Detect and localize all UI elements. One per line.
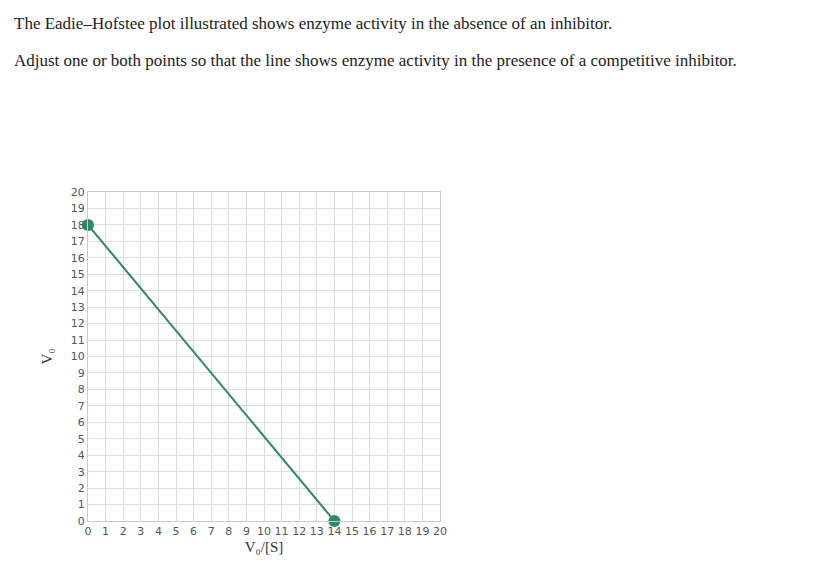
svg-text:4: 4 — [78, 449, 85, 462]
svg-text:17: 17 — [380, 525, 394, 538]
svg-text:6: 6 — [78, 416, 85, 429]
html-text:Adjust one or both points so t: Adjust one or both points so that the li… — [14, 51, 737, 70]
svg-text:15: 15 — [71, 268, 85, 281]
svg-text:7: 7 — [78, 400, 85, 413]
svg-text:20: 20 — [71, 186, 85, 199]
svg-text:3: 3 — [78, 466, 85, 479]
svg-text:1: 1 — [78, 498, 85, 511]
svg-text:13: 13 — [310, 525, 324, 538]
svg-text:7: 7 — [208, 525, 215, 538]
svg-text:9: 9 — [243, 525, 250, 538]
svg-text:9: 9 — [78, 367, 85, 380]
svg-text:6: 6 — [190, 525, 197, 538]
svg-text:11: 11 — [275, 525, 289, 538]
svg-text:2: 2 — [120, 525, 127, 538]
svg-text:18: 18 — [398, 525, 412, 538]
svg-text:8: 8 — [225, 525, 232, 538]
svg-text:10: 10 — [257, 525, 271, 538]
svg-text:11: 11 — [71, 334, 85, 347]
svg-text:12: 12 — [71, 317, 85, 330]
svg-text:19: 19 — [71, 202, 85, 215]
svg-text:15: 15 — [345, 525, 359, 538]
svg-text:19: 19 — [415, 525, 429, 538]
svg-text:8: 8 — [78, 383, 85, 396]
svg-text:14: 14 — [327, 525, 341, 538]
svg-text:3: 3 — [137, 525, 144, 538]
svg-text:14: 14 — [71, 285, 85, 298]
svg-text:V₀/[S]: V₀/[S] — [245, 539, 284, 555]
svg-text:2: 2 — [78, 482, 85, 495]
svg-text:1: 1 — [102, 525, 109, 538]
svg-text:4: 4 — [155, 525, 162, 538]
svg-text:0: 0 — [85, 525, 92, 538]
svg-text:5: 5 — [78, 433, 85, 446]
svg-text:18: 18 — [71, 219, 85, 232]
svg-text:10: 10 — [71, 350, 85, 363]
svg-text:16: 16 — [363, 525, 377, 538]
svg-text:16: 16 — [71, 252, 85, 265]
svg-text:V₀: V₀ — [39, 348, 55, 364]
svg-text:12: 12 — [292, 525, 306, 538]
svg-text:13: 13 — [71, 301, 85, 314]
svg-text:5: 5 — [173, 525, 180, 538]
svg-text:17: 17 — [71, 235, 85, 248]
html-text:The Eadie–Hofstee plot illustr: The Eadie–Hofstee plot illustrated shows… — [14, 14, 613, 33]
svg-text:20: 20 — [433, 525, 447, 538]
svg-text:0: 0 — [78, 515, 85, 528]
